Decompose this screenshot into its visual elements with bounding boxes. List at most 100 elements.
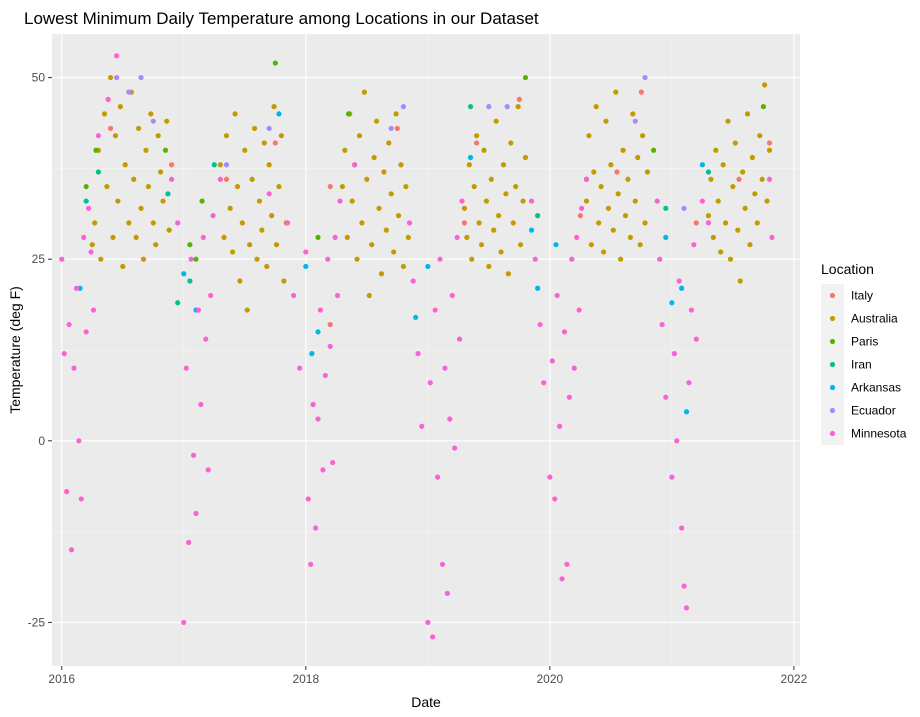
- y-tick-label: 0: [38, 434, 45, 448]
- point-minnesota: [61, 351, 67, 357]
- point-australia: [247, 242, 253, 248]
- point-australia: [520, 198, 526, 204]
- point-minnesota: [105, 96, 111, 102]
- point-australia: [493, 118, 499, 124]
- point-arkansas: [535, 285, 541, 291]
- point-australia: [630, 111, 636, 117]
- point-australia: [364, 176, 370, 182]
- y-axis-title: Temperature (deg F): [7, 286, 23, 414]
- point-australia: [281, 278, 287, 284]
- point-australia: [122, 162, 128, 168]
- point-australia: [486, 263, 492, 270]
- point-paris: [345, 111, 352, 117]
- point-australia: [720, 162, 726, 168]
- point-australia: [133, 234, 139, 241]
- point-australia: [608, 162, 614, 168]
- point-minnesota: [432, 307, 438, 313]
- point-minnesota: [659, 321, 665, 328]
- point-australia: [639, 133, 646, 139]
- point-minnesota: [320, 467, 326, 473]
- point-australia: [104, 183, 110, 190]
- legend-marker-minnesota: [829, 430, 836, 437]
- point-australia: [349, 198, 355, 204]
- point-minnesota: [78, 496, 84, 502]
- point-australia: [478, 242, 485, 248]
- point-australia: [155, 133, 161, 139]
- point-minnesota: [303, 249, 309, 255]
- point-italy: [168, 162, 175, 168]
- point-minnesota: [208, 292, 214, 299]
- point-arkansas: [77, 285, 83, 291]
- point-australia: [359, 220, 365, 226]
- point-australia: [510, 220, 516, 226]
- point-minnesota: [688, 307, 694, 313]
- point-minnesota: [699, 198, 705, 204]
- point-minnesota: [66, 321, 72, 328]
- point-australia: [223, 133, 230, 139]
- point-minnesota: [68, 547, 75, 553]
- point-minnesota: [444, 590, 450, 596]
- point-minnesota: [310, 401, 316, 408]
- point-ecuador: [223, 162, 230, 168]
- point-australia: [603, 118, 609, 124]
- point-minnesota: [317, 307, 324, 313]
- point-minnesota: [305, 496, 311, 502]
- point-australia: [596, 220, 602, 226]
- legend-label-iran: Iran: [851, 358, 872, 372]
- point-australia: [496, 213, 502, 219]
- legend-label-arkansas: Arkansas: [851, 381, 901, 395]
- point-australia: [735, 227, 741, 233]
- point-minnesota: [181, 619, 187, 626]
- y-tick-label: 25: [32, 252, 46, 266]
- point-australia: [98, 256, 104, 262]
- point-australia: [136, 125, 142, 132]
- point-australia: [403, 183, 409, 190]
- point-australia: [164, 118, 170, 124]
- point-australia: [234, 183, 241, 190]
- point-australia: [620, 147, 626, 153]
- point-australia: [232, 111, 238, 117]
- point-minnesota: [291, 292, 297, 299]
- point-australia: [476, 220, 482, 226]
- point-minnesota: [434, 474, 441, 480]
- point-minnesota: [83, 329, 89, 335]
- point-minnesota: [95, 133, 101, 139]
- point-minnesota: [332, 234, 338, 241]
- point-australia: [117, 104, 123, 110]
- x-axis-title: Date: [411, 694, 441, 710]
- point-australia: [740, 169, 746, 175]
- point-australia: [591, 169, 597, 175]
- point-ecuador: [681, 205, 687, 211]
- point-australia: [635, 154, 641, 161]
- y-tick-label: -25: [28, 615, 46, 629]
- legend-label-minnesota: Minnesota: [851, 427, 907, 441]
- point-australia: [759, 176, 765, 182]
- point-australia: [622, 213, 629, 219]
- point-australia: [742, 205, 748, 211]
- point-italy: [516, 96, 522, 102]
- point-iran: [187, 278, 193, 284]
- point-australia: [627, 234, 633, 241]
- point-australia: [278, 133, 285, 139]
- point-minnesota: [415, 351, 421, 357]
- point-australia: [461, 205, 468, 211]
- point-australia: [464, 234, 470, 241]
- point-australia: [722, 220, 729, 226]
- point-australia: [259, 227, 265, 233]
- point-minnesota: [308, 561, 314, 567]
- point-minnesota: [537, 321, 543, 328]
- point-arkansas: [528, 227, 535, 233]
- point-australia: [356, 133, 363, 139]
- point-minnesota: [669, 474, 675, 480]
- point-australia: [637, 242, 643, 248]
- point-australia: [500, 162, 507, 168]
- point-australia: [143, 147, 149, 153]
- point-paris: [522, 74, 529, 81]
- point-australia: [583, 198, 590, 204]
- point-minnesota: [571, 365, 577, 371]
- point-australia: [730, 183, 736, 190]
- point-paris: [650, 147, 657, 153]
- point-australia: [588, 242, 594, 248]
- point-australia: [239, 220, 245, 226]
- point-minnesota: [693, 336, 699, 342]
